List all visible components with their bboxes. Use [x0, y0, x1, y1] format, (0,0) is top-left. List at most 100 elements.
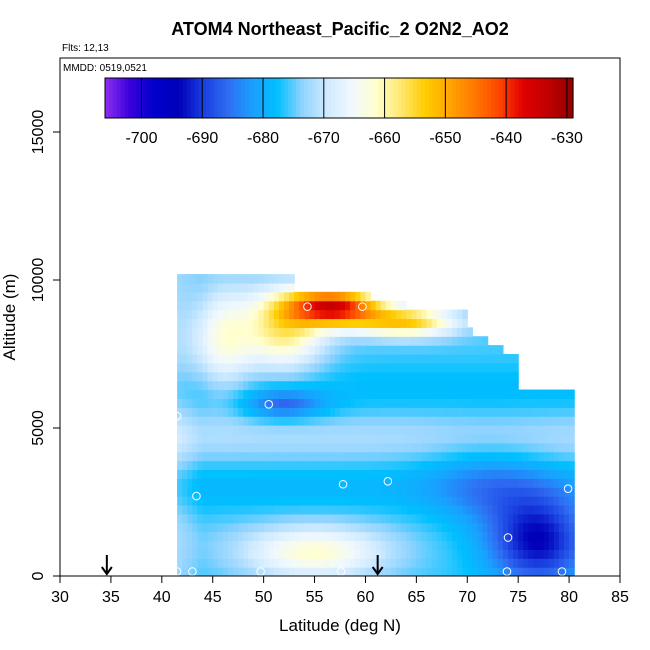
heatmap-cell	[258, 309, 265, 320]
heatmap-cell	[518, 433, 524, 444]
x-tick-label: 85	[611, 589, 629, 606]
heatmap-cell	[177, 567, 183, 576]
heatmap-cell	[390, 354, 397, 364]
heatmap-cell	[192, 442, 199, 453]
heatmap-cell	[355, 522, 361, 533]
heatmap-cell	[248, 291, 255, 302]
heatmap-cell	[340, 460, 346, 471]
heatmap-cell	[497, 451, 504, 462]
heatmap-cell	[228, 433, 234, 444]
heatmap-cell	[217, 504, 224, 515]
heatmap-cell	[396, 522, 402, 533]
heatmap-cell	[416, 487, 423, 497]
heatmap-cell	[441, 513, 448, 524]
heatmap-cell	[523, 407, 529, 417]
heatmap-cell	[212, 531, 219, 542]
heatmap-cell	[340, 291, 346, 302]
heatmap-cell	[182, 496, 188, 506]
heatmap-cell	[446, 478, 453, 488]
heatmap-cell	[396, 504, 402, 515]
heatmap-cell	[355, 469, 361, 479]
heatmap-cell	[192, 567, 199, 576]
heatmap-cell	[207, 504, 214, 515]
heatmap-cell	[401, 300, 407, 311]
heatmap-cell	[228, 504, 234, 515]
heatmap-cell	[278, 318, 285, 328]
heatmap-cell	[207, 327, 214, 337]
heatmap-cell	[446, 380, 453, 391]
observation-point	[172, 567, 182, 576]
heatmap-cell	[436, 309, 443, 320]
heatmap-cell	[457, 478, 463, 488]
x-tick-label: 60	[357, 589, 375, 606]
heatmap-cell	[345, 522, 351, 533]
heatmap-cell	[228, 496, 234, 506]
heatmap-cell	[299, 380, 305, 391]
heatmap-cell	[177, 300, 183, 311]
heatmap-cell	[467, 380, 473, 391]
heatmap-cell	[243, 389, 249, 399]
heatmap-cell	[319, 567, 326, 576]
colorbar-swatch	[491, 78, 496, 118]
heatmap-cell	[452, 478, 458, 488]
heatmap-cell	[446, 407, 453, 417]
heatmap-cell	[228, 407, 234, 417]
heatmap-cell	[411, 389, 417, 399]
heatmap-cell	[396, 425, 402, 435]
heatmap-cell	[202, 407, 209, 417]
colorbar-swatch	[284, 78, 289, 118]
arrow-head	[101, 566, 113, 576]
x-tick-label: 55	[306, 589, 324, 606]
heatmap-cell	[273, 433, 280, 444]
heatmap-cell	[212, 309, 219, 320]
heatmap-cell	[309, 504, 316, 515]
heatmap-cell	[421, 327, 428, 337]
heatmap-cell	[340, 425, 346, 435]
heatmap-cell	[299, 478, 305, 488]
heatmap-cell	[416, 549, 423, 559]
heatmap-cell	[360, 460, 367, 471]
heatmap-cell	[508, 425, 514, 435]
heatmap-cell	[248, 318, 255, 328]
heatmap-cell	[324, 522, 331, 533]
heatmap-cell	[533, 513, 540, 524]
heatmap-cell	[436, 407, 443, 417]
heatmap-cell	[182, 433, 188, 444]
heatmap-cell	[543, 558, 550, 568]
heatmap-cell	[212, 291, 219, 302]
colorbar-swatch	[183, 78, 188, 118]
heatmap-cell	[304, 362, 311, 373]
heatmap-cell	[553, 487, 560, 497]
heatmap-cell	[207, 354, 214, 364]
heatmap-cell	[355, 309, 361, 320]
heatmap-cell	[441, 567, 448, 576]
heatmap-cell	[233, 522, 239, 533]
heatmap-cell	[385, 451, 392, 462]
heatmap-cell	[452, 416, 458, 426]
heatmap-cell	[263, 416, 270, 426]
heatmap-cell	[278, 300, 285, 311]
heatmap-cell	[375, 345, 382, 355]
heatmap-cell	[345, 300, 351, 311]
colorbar-swatch	[202, 78, 207, 118]
heatmap-cell	[212, 425, 219, 435]
colorbar-swatch	[342, 78, 348, 118]
heatmap-cell	[207, 407, 214, 417]
heatmap-cell	[492, 478, 499, 488]
heatmap-cell	[329, 371, 336, 382]
heatmap-cell	[202, 549, 209, 559]
heatmap-cell	[487, 354, 494, 364]
heatmap-cell	[477, 469, 484, 479]
heatmap-cell	[294, 389, 300, 399]
heatmap-cell	[253, 540, 260, 550]
heatmap-cell	[492, 549, 499, 559]
heatmap-cell	[436, 354, 443, 364]
heatmap-cell	[233, 504, 239, 515]
heatmap-cell	[533, 389, 540, 399]
observation-point	[264, 400, 274, 409]
heatmap-cell	[360, 425, 367, 435]
heatmap-cell	[217, 318, 224, 328]
heatmap-cell	[385, 549, 392, 559]
heatmap-cell	[309, 451, 316, 462]
heatmap-cell	[396, 345, 402, 355]
